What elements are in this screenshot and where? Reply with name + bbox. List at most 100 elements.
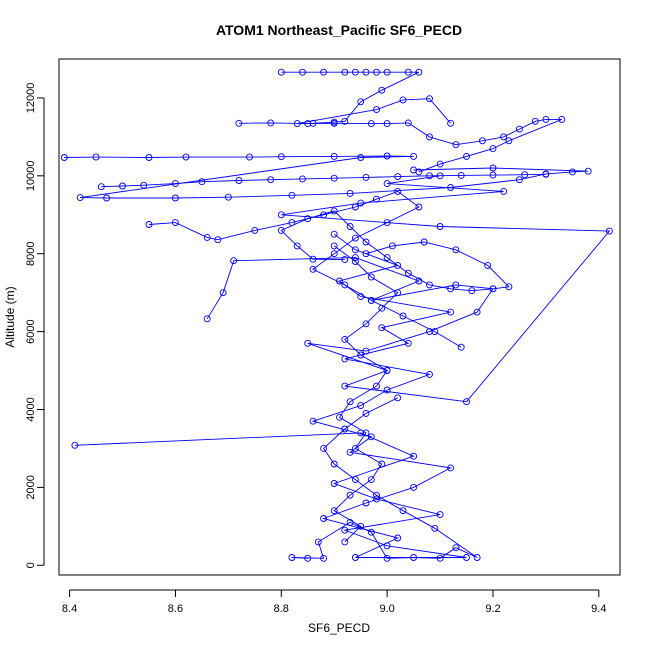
data-point bbox=[367, 273, 375, 281]
data-point bbox=[362, 320, 370, 328]
series-7 bbox=[277, 207, 513, 295]
data-point bbox=[463, 554, 470, 561]
series-1 bbox=[71, 230, 470, 561]
data-point bbox=[351, 258, 359, 265]
data-point bbox=[515, 125, 523, 133]
data-point bbox=[277, 153, 285, 161]
data-point bbox=[293, 242, 301, 250]
data-point bbox=[452, 141, 460, 149]
data-point bbox=[431, 524, 439, 532]
data-point bbox=[394, 261, 402, 269]
x-tick-label: 9.0 bbox=[379, 603, 394, 615]
data-point bbox=[489, 171, 497, 179]
series-6 bbox=[235, 115, 566, 176]
data-point bbox=[383, 152, 391, 160]
data-point bbox=[394, 289, 402, 297]
data-point bbox=[92, 153, 100, 161]
data-point bbox=[214, 236, 222, 244]
series-line bbox=[206, 175, 611, 403]
data-point bbox=[341, 526, 349, 534]
data-point bbox=[373, 68, 380, 76]
data-point bbox=[246, 153, 253, 161]
data-point bbox=[383, 219, 391, 227]
data-point bbox=[304, 554, 312, 562]
data-point bbox=[357, 351, 365, 359]
data-point bbox=[457, 171, 465, 179]
series-9 bbox=[145, 187, 465, 351]
data-point bbox=[60, 154, 68, 161]
data-point bbox=[404, 119, 412, 127]
y-tick-label: 0 bbox=[25, 562, 37, 568]
data-point bbox=[431, 328, 439, 336]
data-point bbox=[224, 193, 232, 201]
data-point bbox=[558, 115, 566, 123]
data-point bbox=[426, 95, 433, 103]
series-line bbox=[74, 233, 467, 558]
data-point bbox=[484, 261, 492, 269]
data-point bbox=[373, 491, 380, 499]
data-point bbox=[383, 68, 391, 76]
data-point bbox=[542, 170, 550, 178]
data-point bbox=[341, 68, 349, 76]
data-point bbox=[304, 339, 312, 347]
data-point bbox=[140, 181, 148, 189]
data-point bbox=[489, 145, 497, 153]
data-point bbox=[362, 68, 370, 76]
series-10 bbox=[330, 242, 402, 546]
data-point bbox=[436, 511, 444, 519]
data-point bbox=[426, 370, 433, 378]
data-point bbox=[457, 343, 465, 351]
chart-title: ATOM1 Northeast_Pacific SF6_PECD bbox=[216, 22, 462, 38]
data-point bbox=[351, 254, 359, 262]
data-point bbox=[330, 250, 338, 258]
series-line bbox=[101, 173, 546, 188]
data-point bbox=[404, 68, 412, 76]
data-point bbox=[357, 199, 365, 207]
data-point bbox=[383, 386, 391, 394]
data-point bbox=[362, 173, 370, 181]
data-point bbox=[505, 283, 513, 291]
data-point bbox=[97, 183, 105, 191]
data-point bbox=[367, 476, 375, 484]
data-point bbox=[447, 464, 455, 472]
data-point bbox=[330, 460, 338, 468]
data-point bbox=[267, 119, 275, 127]
x-tick-label: 9.2 bbox=[485, 603, 500, 615]
data-point bbox=[515, 176, 523, 184]
data-point bbox=[357, 154, 365, 161]
data-point bbox=[394, 394, 402, 402]
data-point bbox=[426, 172, 433, 180]
x-axis: 8.4 8.6 8.8 9.0 9.2 9.4 bbox=[62, 589, 606, 615]
data-point bbox=[267, 176, 275, 184]
data-point bbox=[489, 285, 497, 293]
data-point bbox=[203, 315, 211, 323]
data-point bbox=[468, 287, 476, 295]
y-tick-label: 12000 bbox=[25, 83, 37, 114]
data-point bbox=[362, 238, 370, 246]
data-point bbox=[309, 255, 317, 263]
data-point bbox=[351, 234, 359, 242]
data-point bbox=[357, 522, 365, 530]
data-point bbox=[383, 254, 391, 262]
data-point bbox=[346, 491, 354, 499]
data-point bbox=[447, 184, 455, 191]
data-point bbox=[447, 285, 455, 293]
series-8 bbox=[97, 170, 550, 191]
data-point bbox=[410, 452, 418, 460]
data-point bbox=[436, 223, 444, 230]
data-point bbox=[383, 120, 391, 128]
data-point bbox=[452, 281, 460, 289]
data-point bbox=[473, 308, 481, 316]
data-point bbox=[420, 238, 428, 246]
data-point bbox=[230, 257, 238, 265]
data-point bbox=[605, 227, 613, 235]
y-tick-label: 10000 bbox=[25, 161, 37, 192]
data-point bbox=[584, 167, 592, 175]
data-point bbox=[320, 444, 328, 452]
data-point bbox=[436, 160, 444, 168]
data-point bbox=[410, 483, 418, 491]
data-point bbox=[367, 120, 375, 128]
data-point bbox=[219, 289, 227, 297]
data-point bbox=[341, 425, 349, 433]
data-point bbox=[346, 398, 354, 406]
